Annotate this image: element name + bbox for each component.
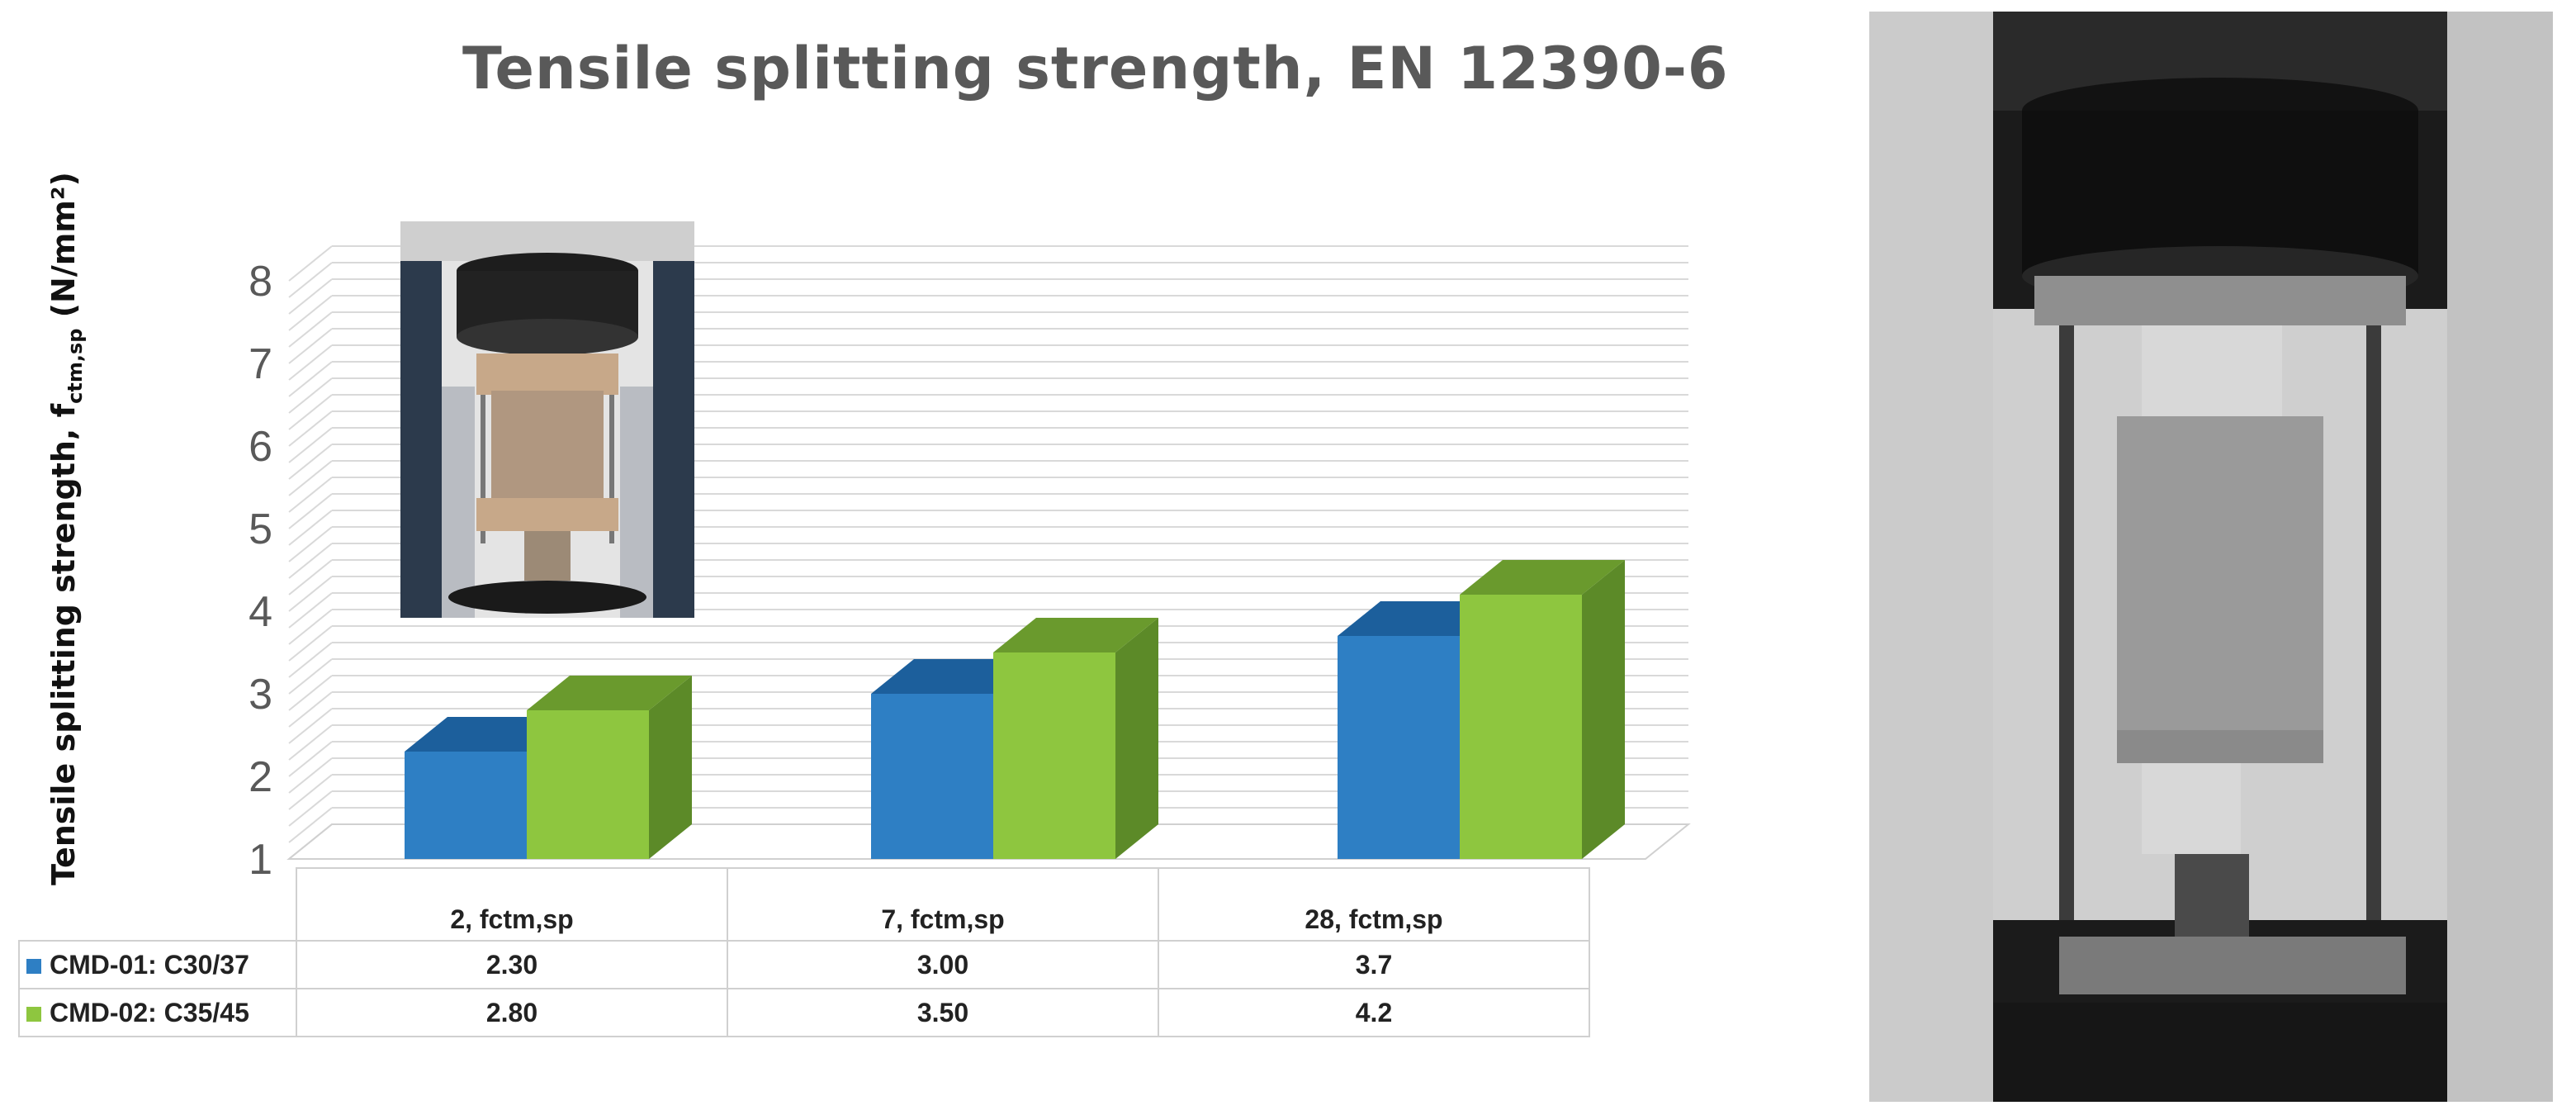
table-value-cell: 2.30	[296, 940, 728, 989]
table-header-row: 2, fctm,sp 7, fctm,sp 28, fctm,sp	[19, 867, 1590, 942]
gridline-depth	[288, 394, 333, 430]
gridline-depth	[288, 559, 333, 595]
gridline-depth	[288, 311, 333, 348]
chart-title: Tensile splitting strength, EN 12390-6	[462, 35, 1729, 102]
gridline-depth	[288, 724, 333, 761]
gridline-depth	[288, 510, 333, 546]
table-row-series-2: CMD-02: C35/45 2.80 3.50 4.2	[18, 988, 1590, 1037]
gridline-depth	[288, 460, 333, 496]
gridline-depth	[288, 774, 333, 810]
table-category-header: 28, fctm,sp	[1158, 867, 1590, 942]
gridline-depth	[288, 245, 333, 282]
gridline-depth	[288, 410, 333, 447]
gridline-depth	[288, 361, 333, 397]
bar-top	[527, 676, 692, 710]
gridline-depth	[288, 757, 333, 794]
y-tick-label: 3	[249, 671, 272, 719]
y-tick-label: 4	[249, 588, 272, 636]
chart-floor	[286, 823, 1691, 860]
bar-layer	[405, 560, 1625, 859]
table-value-cell: 3.50	[727, 988, 1159, 1037]
gridline-depth	[288, 741, 333, 777]
y-tick-label: 5	[249, 505, 272, 553]
gridline-depth	[288, 427, 333, 463]
y-tick-label: 6	[249, 423, 272, 471]
table-value-cell: 2.80	[296, 988, 728, 1037]
bar-top	[1460, 560, 1625, 595]
gridline-depth	[288, 477, 333, 513]
splitting-test-photo	[1869, 12, 2553, 1102]
bar-front	[1338, 636, 1460, 859]
y-tick-label: 7	[249, 340, 272, 388]
table-value-cell: 3.7	[1158, 940, 1590, 989]
y-tick-label: 8	[249, 258, 272, 306]
bar-front	[1460, 595, 1582, 859]
legend-label-series-2: CMD-02: C35/45	[50, 997, 249, 1027]
gridline-depth	[288, 642, 333, 678]
gridline-depth	[288, 675, 333, 711]
gridline-depth	[288, 691, 333, 728]
gridline-depth	[288, 493, 333, 529]
legend-key-blue	[26, 959, 41, 975]
y-tick-label: 2	[249, 753, 272, 801]
table-value-cell: 3.00	[727, 940, 1159, 989]
bar-side	[649, 676, 692, 859]
bar-side	[1115, 618, 1158, 859]
gridline-depth	[288, 625, 333, 662]
legend-label-series-1: CMD-01: C30/37	[50, 949, 249, 980]
gridline-depth	[288, 543, 333, 579]
bar-front	[405, 752, 527, 859]
bar-front	[527, 710, 649, 859]
test-machine-inset-photo	[400, 221, 694, 618]
table-value-cell: 4.2	[1158, 988, 1590, 1037]
gridline-depth	[288, 807, 333, 843]
legend-key-green	[26, 1007, 41, 1022]
data-table: 2, fctm,sp 7, fctm,sp 28, fctm,sp CMD-01…	[18, 867, 1590, 1037]
table-category-header: 7, fctm,sp	[727, 867, 1159, 942]
table-row-series-1: CMD-01: C30/37 2.30 3.00 3.7	[18, 940, 1590, 989]
gridline-depth	[288, 344, 333, 381]
gridline-depth	[288, 526, 333, 562]
gridline-depth	[288, 295, 333, 331]
gridline-depth	[288, 790, 333, 827]
legend-entry-series-1: CMD-01: C30/37	[18, 940, 297, 989]
gridline-depth	[288, 708, 333, 744]
gridline-depth	[288, 658, 333, 695]
gridline-depth	[288, 262, 333, 298]
bar-green	[527, 676, 692, 859]
gridline-depth	[288, 576, 333, 612]
bar-top	[993, 618, 1158, 652]
gridline-depth	[288, 592, 333, 629]
gridline-depth	[288, 444, 333, 480]
table-corner-cell	[19, 868, 297, 942]
bar-green	[1460, 560, 1625, 859]
gridline-depth	[288, 377, 333, 414]
bar-side	[1582, 560, 1625, 859]
bar-front	[871, 694, 993, 859]
bar-front	[993, 652, 1115, 859]
gridline-depth	[288, 609, 333, 645]
chart-panel: Tensile splitting strength, EN 12390-6 T…	[18, 35, 1729, 1037]
gridline-depth	[288, 328, 333, 364]
gridline-depth	[288, 278, 333, 315]
legend-entry-series-2: CMD-02: C35/45	[18, 988, 297, 1037]
bar-green	[993, 618, 1158, 859]
table-category-header: 2, fctm,sp	[296, 867, 728, 942]
